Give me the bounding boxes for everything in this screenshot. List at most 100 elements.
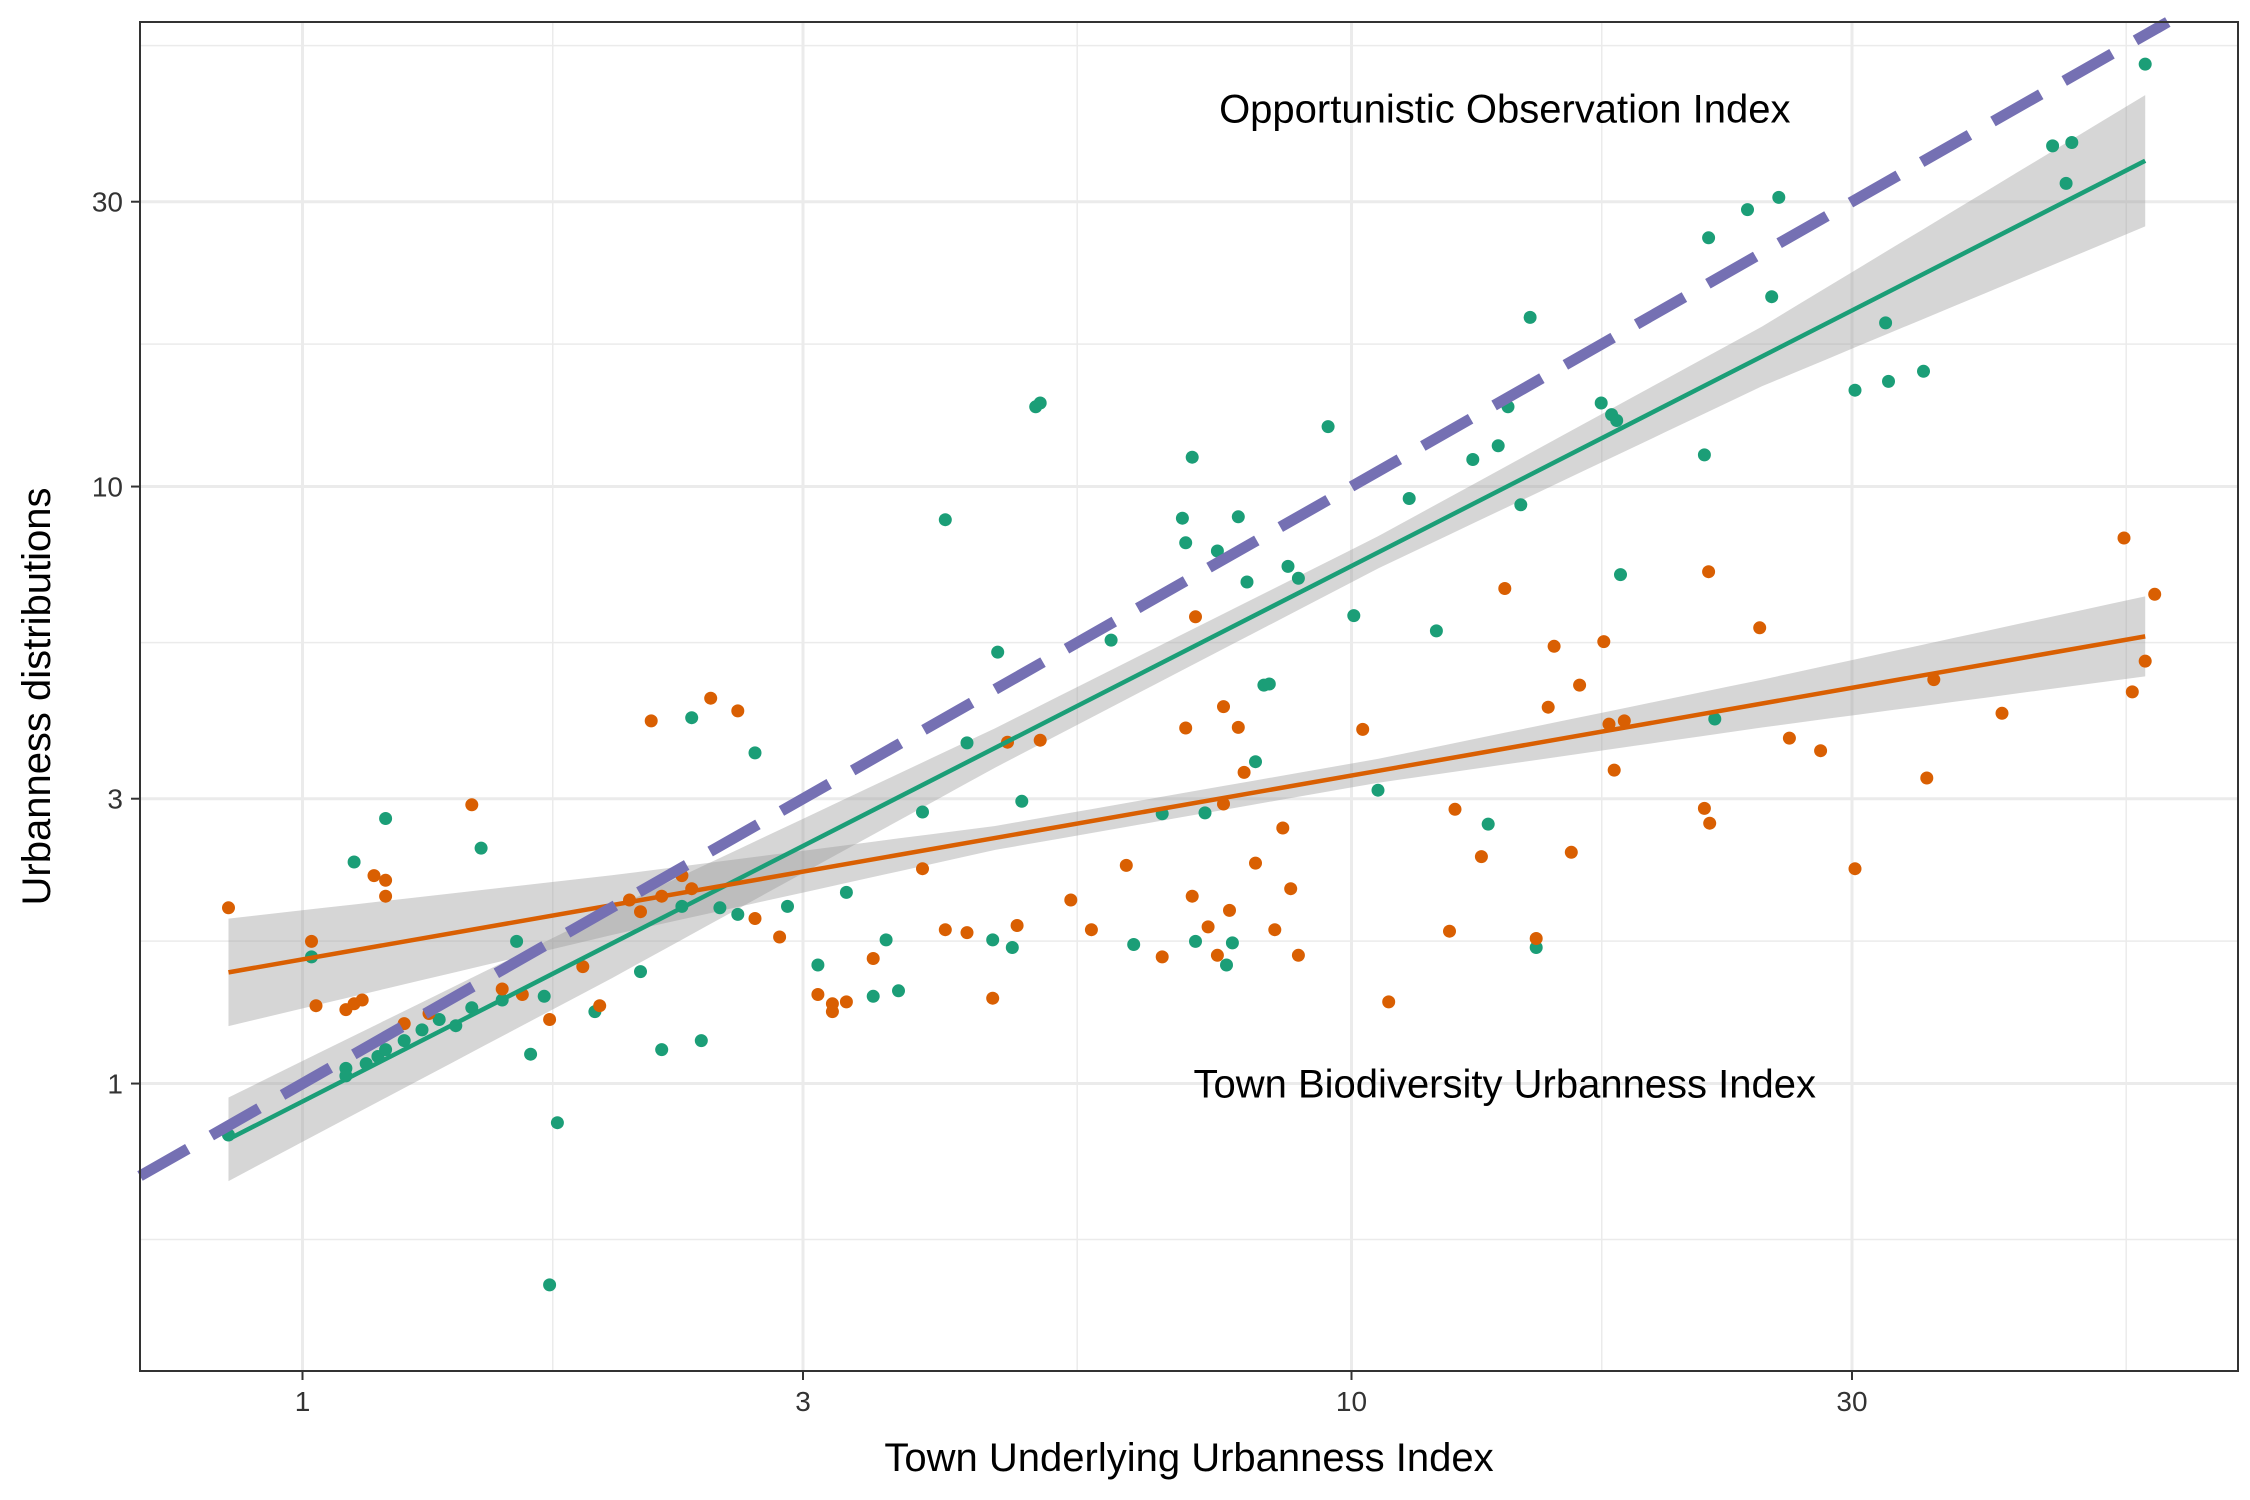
opportunistic-point xyxy=(1610,414,1624,427)
annotation-opportunistic-observation-index: Opportunistic Observation Index xyxy=(1219,87,1790,131)
opportunistic-confidence-band xyxy=(228,95,2146,1182)
opportunistic-fit-line xyxy=(227,158,2147,1142)
town_biodiversity-point xyxy=(1249,856,1262,870)
opportunistic-point xyxy=(991,645,1005,659)
town_biodiversity-point xyxy=(1697,801,1711,815)
town_biodiversity-point xyxy=(866,952,880,965)
opportunistic-point xyxy=(537,989,551,1003)
town_biodiversity-point xyxy=(355,993,369,1007)
opportunistic-point xyxy=(1291,571,1305,585)
town_biodiversity-point xyxy=(1217,700,1230,714)
opportunistic-point xyxy=(1402,492,1416,505)
opportunistic-point xyxy=(2138,57,2152,71)
opportunistic-point xyxy=(1220,958,1233,972)
opportunistic-point xyxy=(1614,568,1627,582)
town_biodiversity-point xyxy=(1284,882,1298,896)
opportunistic-point xyxy=(685,711,699,725)
opportunistic-point xyxy=(1529,941,1543,954)
town_biodiversity-point xyxy=(1848,862,1862,876)
town_biodiversity-point xyxy=(222,901,235,915)
x-tick-label: 10 xyxy=(1336,1386,1367,1417)
town_biodiversity-point xyxy=(1237,765,1251,779)
opportunistic-point xyxy=(379,1043,393,1057)
town_biodiversity-point xyxy=(1179,721,1193,735)
opportunistic-point xyxy=(892,984,905,998)
town_biodiversity-point xyxy=(1223,903,1236,917)
town_biodiversity-point xyxy=(1210,948,1224,962)
town_biodiversity-point xyxy=(1702,565,1716,579)
annotation-town-biodiversity-urbanness-index: Town Biodiversity Urbanness Index xyxy=(1194,1063,1817,1107)
x-tick-label: 30 xyxy=(1836,1386,1867,1417)
opportunistic-point xyxy=(415,1023,429,1037)
opportunistic-point xyxy=(1210,544,1224,558)
opportunistic-point xyxy=(1765,290,1779,304)
opportunistic-point xyxy=(379,812,393,825)
y-axis-title: Urbanness distributions xyxy=(15,488,59,906)
opportunistic-point xyxy=(347,855,361,869)
opportunistic-point xyxy=(1033,396,1047,410)
town_biodiversity-point xyxy=(1185,889,1199,903)
town_biodiversity-point xyxy=(1597,635,1611,649)
fit-lines xyxy=(227,158,2147,1142)
opportunistic-point xyxy=(1005,941,1019,954)
opportunistic-point xyxy=(1262,677,1276,691)
opportunistic-point xyxy=(1321,420,1335,434)
town_biodiversity-point xyxy=(634,905,647,919)
town_biodiversity-point xyxy=(1443,924,1456,938)
town_biodiversity-point xyxy=(1529,932,1543,945)
opportunistic-point xyxy=(1198,806,1212,820)
town_biodiversity-point xyxy=(379,873,393,887)
town_biodiversity-point xyxy=(1268,923,1282,937)
opportunistic-point xyxy=(1772,190,1786,204)
opportunistic-point xyxy=(1249,755,1262,769)
town_biodiversity-point xyxy=(1064,893,1078,907)
town_biodiversity-point xyxy=(1356,722,1370,736)
opportunistic-point xyxy=(655,1043,669,1057)
data-points xyxy=(222,57,2162,1292)
x-axis-title: Town Underlying Urbanness Index xyxy=(884,1436,1493,1480)
opportunistic-point xyxy=(986,933,1000,947)
town_biodiversity-point xyxy=(986,991,1000,1005)
opportunistic-point xyxy=(1189,934,1202,948)
opportunistic-point xyxy=(713,901,727,915)
opportunistic-point xyxy=(2046,139,2060,153)
panel-border xyxy=(139,21,2239,1372)
town_biodiversity-point xyxy=(2138,654,2152,668)
town_biodiversity-point xyxy=(644,714,658,728)
town_biodiversity-point xyxy=(1155,950,1169,964)
town_biodiversity-point xyxy=(1920,771,1934,785)
town_biodiversity-point xyxy=(379,889,393,903)
opportunistic-point xyxy=(879,933,893,947)
minor-gridlines xyxy=(140,22,2238,1371)
opportunistic-point xyxy=(960,736,974,750)
identity-line xyxy=(137,17,2171,1181)
town_biodiversity-point xyxy=(1573,678,1587,692)
opportunistic-point xyxy=(432,1013,446,1026)
identity-reference-line xyxy=(137,17,2171,1181)
town_biodiversity-point xyxy=(309,999,323,1013)
town_biodiversity-point xyxy=(1498,582,1512,595)
town_biodiversity-point xyxy=(960,926,974,940)
town_biodiversity-point xyxy=(593,999,607,1013)
opportunistic-point xyxy=(694,1034,708,1048)
opportunistic-point xyxy=(811,958,825,972)
y-axis-ticks: 1 3 10 30 xyxy=(92,187,140,1100)
town_biodiversity-point xyxy=(1814,744,1828,758)
y-tick-label: 10 xyxy=(92,472,123,503)
town_biodiversity-point xyxy=(839,995,853,1009)
town_biodiversity-point xyxy=(2117,531,2131,545)
town_biodiversity-point xyxy=(543,1013,557,1026)
town_biodiversity-point xyxy=(1602,717,1616,731)
town_biodiversity-point xyxy=(731,704,745,718)
town_biodiversity-point xyxy=(1231,720,1245,734)
town_biodiversity-point xyxy=(1189,610,1202,624)
town_biodiversity-point xyxy=(825,1005,839,1019)
opportunistic-point xyxy=(474,841,488,855)
town_biodiversity-point xyxy=(495,982,509,996)
opportunistic-point xyxy=(1429,624,1443,638)
opportunistic-point xyxy=(1697,448,1711,462)
town_biodiversity-point xyxy=(465,798,479,812)
confidence-bands xyxy=(228,95,2146,1182)
opportunistic-point xyxy=(1741,203,1754,217)
